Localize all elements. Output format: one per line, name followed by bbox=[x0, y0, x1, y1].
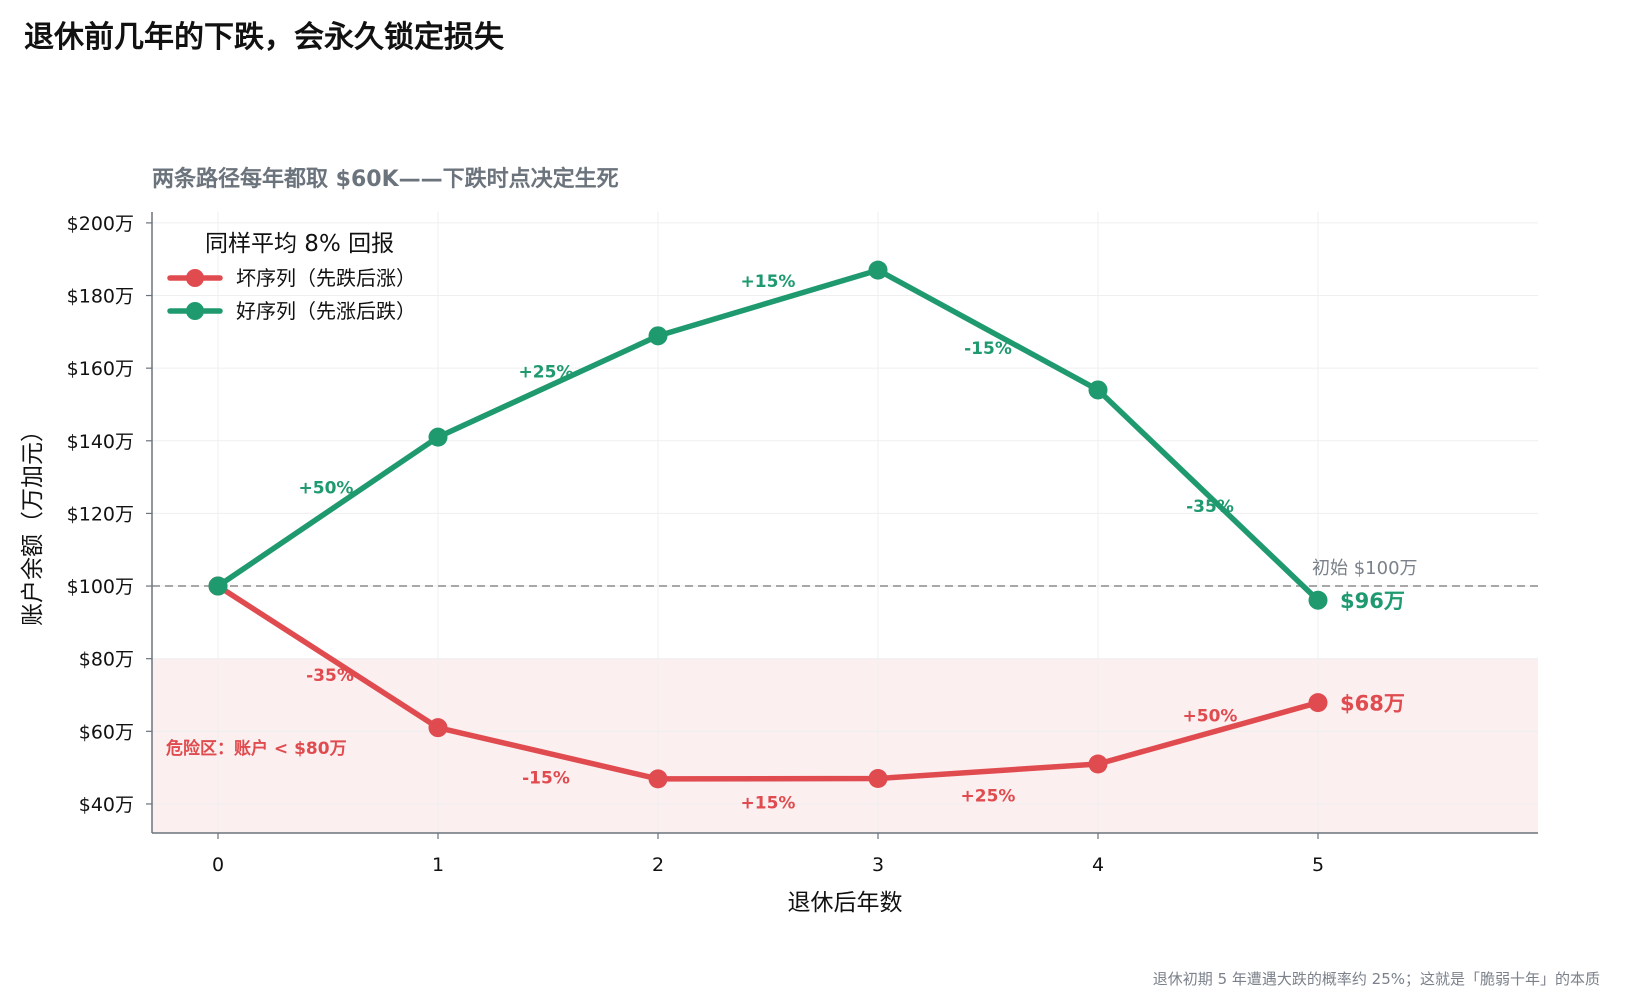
segment-return-label: -15% bbox=[964, 339, 1012, 359]
end-value-label: $96万 bbox=[1340, 589, 1405, 613]
data-point bbox=[648, 769, 668, 789]
y-tick-label: $40万 bbox=[79, 794, 134, 816]
data-point bbox=[1308, 693, 1328, 713]
chart-subtitle: 两条路径每年都取 $60K——下跌时点决定生死 bbox=[152, 166, 619, 192]
data-point bbox=[1088, 380, 1108, 400]
segment-return-label: +50% bbox=[1183, 706, 1238, 726]
y-tick-label: $60万 bbox=[79, 721, 134, 743]
data-point bbox=[648, 326, 668, 346]
x-tick-label: 0 bbox=[212, 854, 224, 876]
segment-return-label: +15% bbox=[741, 794, 796, 814]
series-line bbox=[215, 583, 1321, 782]
series-line bbox=[215, 267, 1321, 603]
x-tick-label: 5 bbox=[1312, 854, 1324, 876]
y-tick-label: $140万 bbox=[67, 431, 134, 453]
y-tick-label: $120万 bbox=[67, 503, 134, 525]
x-axis-ticks: 0 1 2 3 4 5 bbox=[212, 833, 1324, 876]
data-point bbox=[868, 769, 888, 789]
legend-label-bad: 坏序列（先跌后涨） bbox=[236, 266, 416, 290]
legend-marker-good bbox=[186, 302, 204, 320]
y-tick-label: $100万 bbox=[67, 576, 134, 598]
y-tick-label: $160万 bbox=[67, 358, 134, 380]
segment-return-label: +50% bbox=[299, 479, 354, 499]
data-point bbox=[1308, 590, 1328, 610]
page-title: 退休前几年的下跌，会永久锁定损失 bbox=[24, 20, 504, 55]
legend: 同样平均 8% 回报 坏序列（先跌后涨） 好序列（先涨后跌） bbox=[167, 231, 416, 323]
footnote: 退休初期 5 年遭遇大跌的概率约 25%；这就是「脆弱十年」的本质 bbox=[1152, 970, 1600, 988]
x-tick-label: 2 bbox=[652, 854, 664, 876]
legend-label-good: 好序列（先涨后跌） bbox=[236, 299, 416, 323]
legend-title: 同样平均 8% 回报 bbox=[205, 231, 394, 257]
y-tick-label: $80万 bbox=[79, 649, 134, 671]
danger-zone bbox=[152, 658, 1538, 833]
data-point bbox=[868, 260, 888, 280]
data-point bbox=[428, 427, 448, 447]
y-axis-ticks: $40万 $60万 $80万 $100万 $120万 $140万 $160万 $180万 $20… bbox=[67, 213, 152, 816]
series-layer: -35% -15% +15% +25% +50% $68万 +50% +25% +15% -15%… bbox=[208, 260, 1405, 814]
y-tick-label: $200万 bbox=[67, 213, 134, 235]
x-axis-title: 退休后年数 bbox=[788, 890, 903, 916]
segment-return-label: -15% bbox=[522, 768, 570, 788]
data-point bbox=[208, 576, 228, 596]
data-point bbox=[428, 718, 448, 738]
grid-lines-y bbox=[152, 222, 1538, 805]
data-point bbox=[1088, 754, 1108, 774]
x-tick-label: 1 bbox=[432, 854, 444, 876]
reference-line-label: 初始 $100万 bbox=[1312, 558, 1418, 579]
legend-marker-bad bbox=[186, 269, 204, 287]
segment-return-label: -35% bbox=[306, 666, 354, 686]
y-axis-title: 账户余额（万加元） bbox=[20, 419, 46, 626]
segment-return-label: -35% bbox=[1186, 497, 1234, 517]
segment-return-label: +25% bbox=[519, 362, 574, 382]
x-tick-label: 4 bbox=[1092, 854, 1104, 876]
end-value-label: $68万 bbox=[1340, 692, 1405, 716]
segment-return-label: +25% bbox=[961, 786, 1016, 806]
series-good: +50% +25% +15% -15% -35% $96万 bbox=[208, 260, 1405, 613]
segment-return-label: +15% bbox=[741, 272, 796, 292]
x-tick-label: 3 bbox=[872, 854, 884, 876]
y-tick-label: $180万 bbox=[67, 286, 134, 308]
danger-zone-label: 危险区：账户 < $80万 bbox=[165, 738, 347, 759]
